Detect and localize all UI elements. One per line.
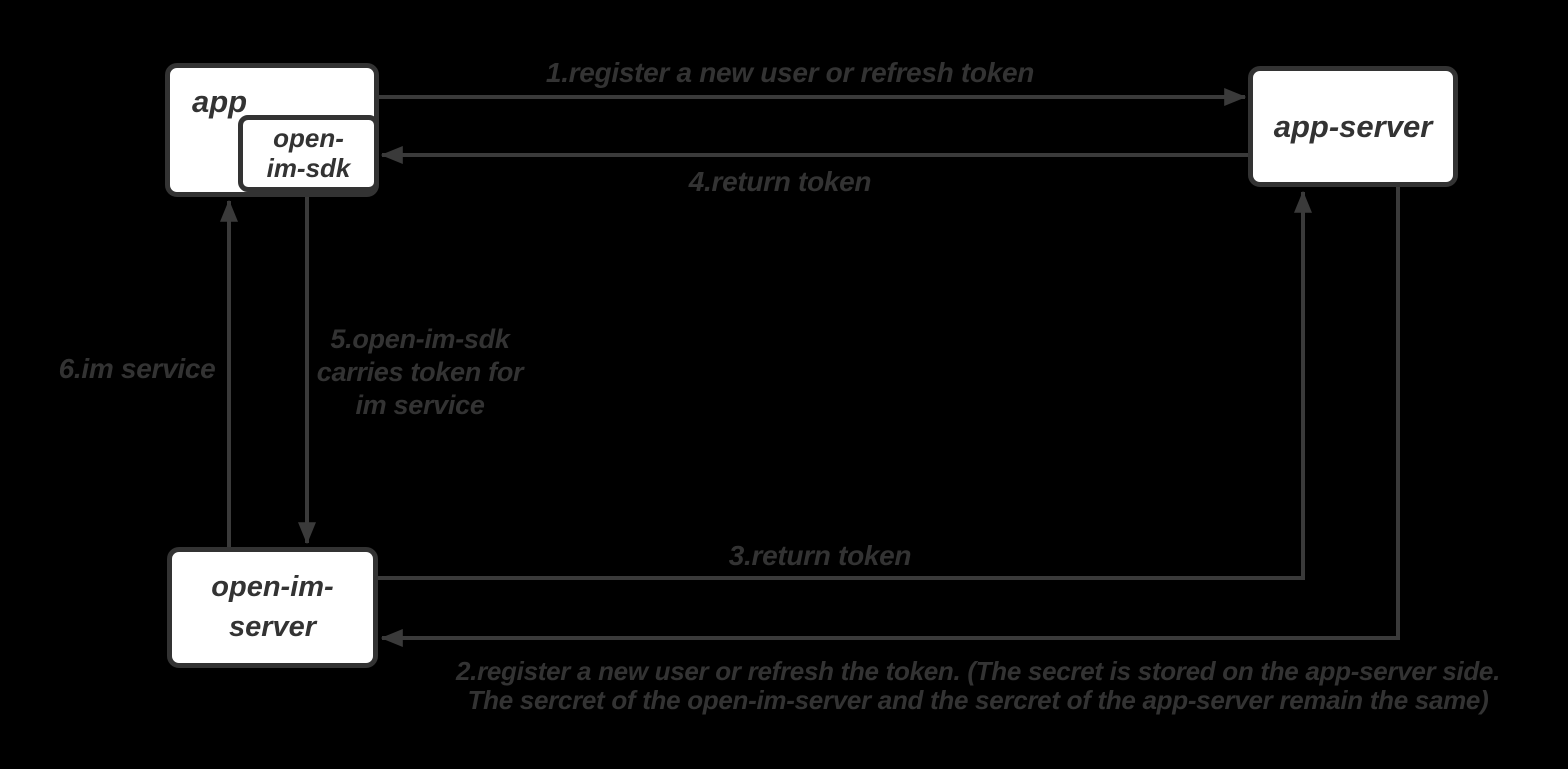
node-open-im-server-label-line1: open-im- <box>211 571 334 604</box>
node-app-server: app-server <box>1248 66 1458 187</box>
node-open-im-sdk: open- im-sdk <box>238 115 379 192</box>
arrow-label-step6: 6.im service <box>58 353 216 384</box>
node-open-im-server: open-im- server <box>167 547 378 668</box>
node-open-im-sdk-label-line1: open- <box>273 122 344 153</box>
node-open-im-server-label-line2: server <box>228 610 317 643</box>
arrow-label-step2-line1: 2.register a new user or refresh the tok… <box>456 656 1500 686</box>
arrow-label-step3: 3.return token <box>728 540 912 571</box>
arrow-label-step2-line2: The sercret of the open-im-server and th… <box>467 685 1489 716</box>
arrow-label-step5-line3: im service <box>355 389 485 420</box>
arrow-label-step2: 2.register a new user or refresh the tok… <box>394 656 1562 716</box>
node-app-server-label: app-server <box>1273 108 1433 144</box>
arrow-label-step5-line2: carries token for <box>316 356 524 387</box>
arrow-label-step5: 5.open-im-sdk carries token for im servi… <box>280 323 560 422</box>
node-app-label: app <box>192 84 248 119</box>
node-open-im-sdk-label-line2: im-sdk <box>266 152 351 183</box>
arrow-label-step4: 4.return token <box>688 166 872 197</box>
arrow-label-step1: 1.register a new user or refresh token <box>545 57 1035 88</box>
arrow-label-step5-line1: 5.open-im-sdk <box>330 324 510 354</box>
